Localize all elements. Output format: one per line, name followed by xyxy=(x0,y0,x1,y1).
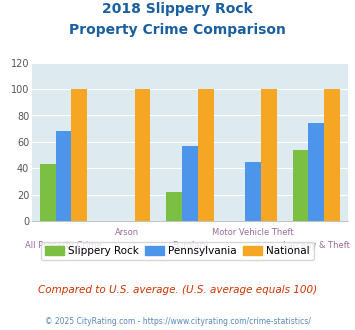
Bar xyxy=(261,89,277,221)
Bar xyxy=(308,123,324,221)
Bar xyxy=(198,89,214,221)
Bar xyxy=(40,164,56,221)
Bar xyxy=(293,150,308,221)
Text: Burglary: Burglary xyxy=(172,241,208,249)
Bar xyxy=(245,162,261,221)
Bar xyxy=(166,192,182,221)
Bar xyxy=(71,89,87,221)
Text: Motor Vehicle Theft: Motor Vehicle Theft xyxy=(212,228,294,237)
Bar xyxy=(182,146,198,221)
Bar xyxy=(56,131,71,221)
Text: All Property Crime: All Property Crime xyxy=(25,241,102,249)
Text: Larceny & Theft: Larceny & Theft xyxy=(283,241,350,249)
Bar xyxy=(324,89,340,221)
Text: Arson: Arson xyxy=(115,228,139,237)
Bar xyxy=(135,89,151,221)
Text: Property Crime Comparison: Property Crime Comparison xyxy=(69,23,286,37)
Text: Compared to U.S. average. (U.S. average equals 100): Compared to U.S. average. (U.S. average … xyxy=(38,285,317,295)
Text: © 2025 CityRating.com - https://www.cityrating.com/crime-statistics/: © 2025 CityRating.com - https://www.city… xyxy=(45,317,310,326)
Legend: Slippery Rock, Pennsylvania, National: Slippery Rock, Pennsylvania, National xyxy=(41,242,314,260)
Text: 2018 Slippery Rock: 2018 Slippery Rock xyxy=(102,2,253,16)
